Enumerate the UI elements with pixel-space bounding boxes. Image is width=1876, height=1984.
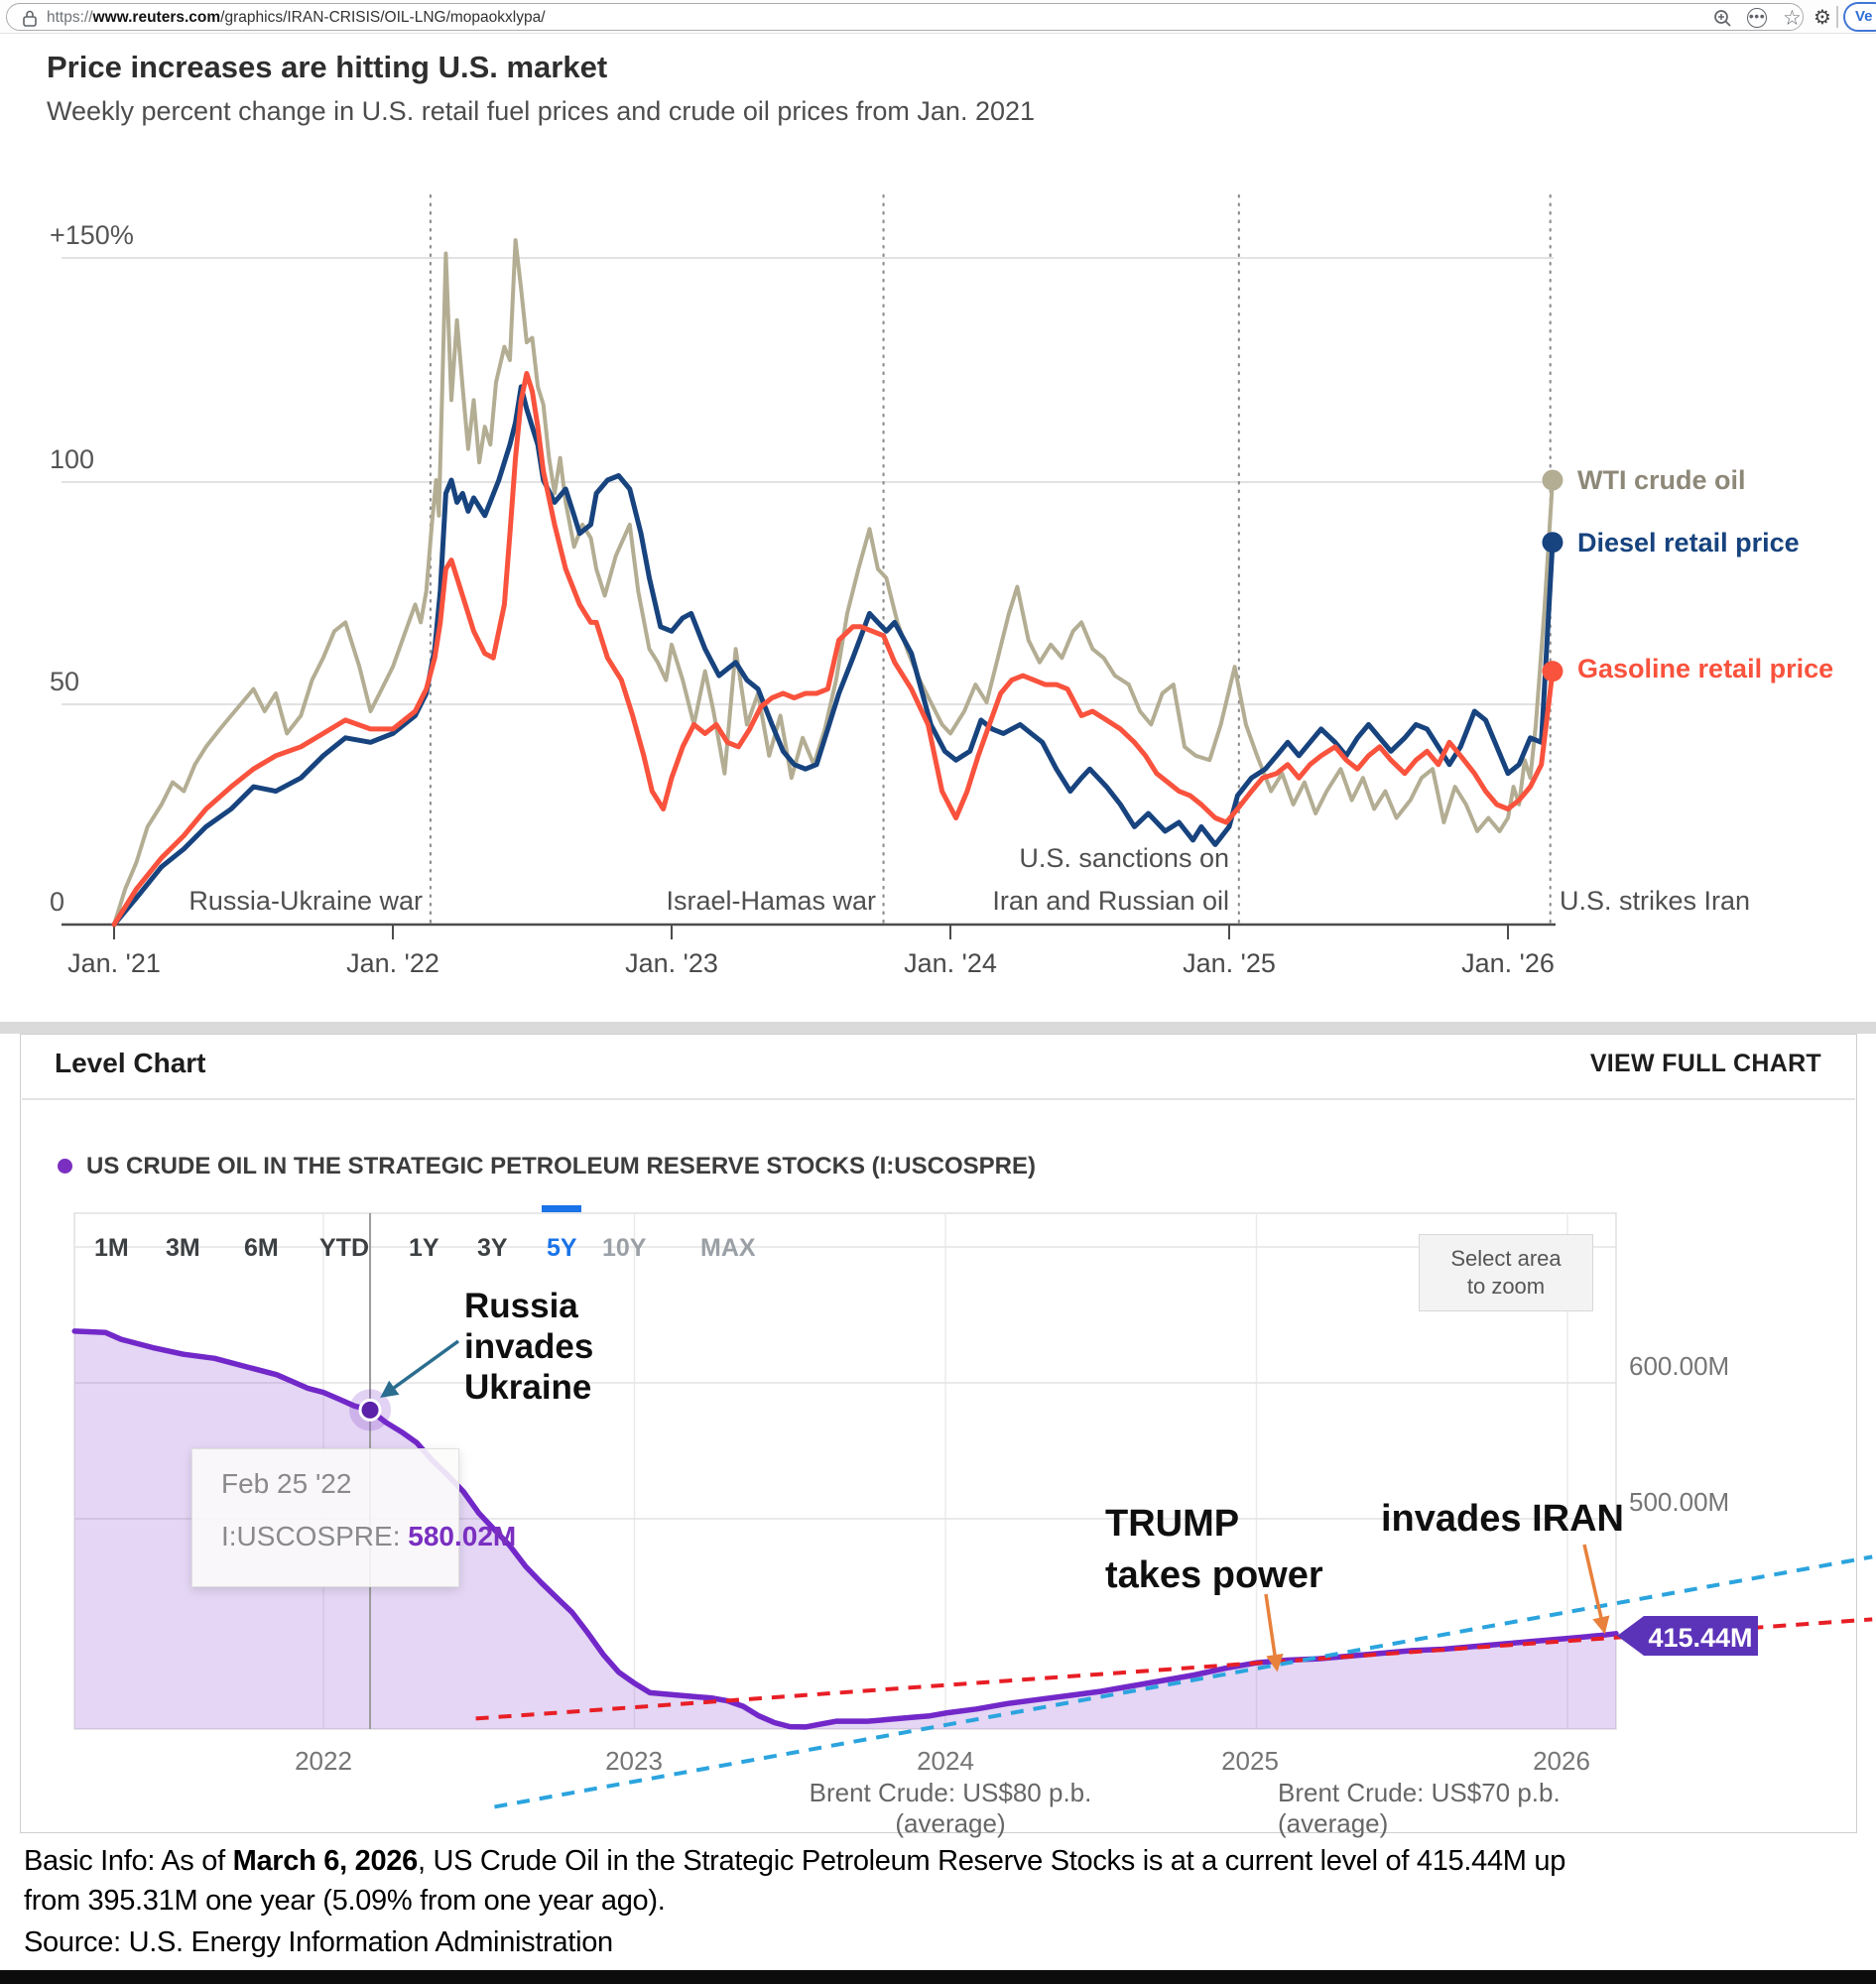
- annotation-russia-line2: invades: [464, 1327, 594, 1366]
- range-button-1y[interactable]: 1Y: [409, 1234, 439, 1262]
- chart-tooltip: Feb 25 '22 I:USCOSPRE: 580.02M: [191, 1448, 516, 1587]
- event-label-sanctions-line1: U.S. sanctions on: [1019, 843, 1229, 873]
- event-label-strikes-iran: U.S. strikes Iran: [1560, 886, 1751, 916]
- select-area-hint[interactable]: Select area to zoom: [1419, 1234, 1593, 1311]
- range-button-5y-active[interactable]: 5Y: [547, 1234, 577, 1262]
- url-domain: www.reuters.com: [92, 9, 221, 26]
- x-tick-jan23: Jan. '23: [625, 948, 718, 978]
- basic-info-prefix: Basic Info: As of: [24, 1845, 233, 1877]
- y-tick-150: +150%: [50, 220, 134, 250]
- section-divider-band: [0, 1022, 1876, 1034]
- annotation-trump-line1: TRUMP: [1105, 1503, 1240, 1545]
- url-text[interactable]: https://www.reuters.com/graphics/IRAN-CR…: [47, 9, 546, 27]
- page-subtitle: Weekly percent change in U.S. retail fue…: [47, 96, 1036, 126]
- y-tick-50: 50: [50, 667, 80, 696]
- legend-diesel: Diesel retail price: [1577, 528, 1800, 558]
- fuel-price-chart[interactable]: [62, 193, 1563, 939]
- x-tick-jan24: Jan. '24: [904, 948, 997, 978]
- range-button-1m[interactable]: 1M: [94, 1234, 129, 1262]
- source-line: Source: U.S. Energy Information Administ…: [24, 1926, 613, 1958]
- bottom-bar: [0, 1970, 1876, 1984]
- browser-toolbar: https://www.reuters.com/graphics/IRAN-CR…: [0, 0, 1876, 34]
- y-tick-0: 0: [50, 887, 65, 917]
- x-tick-jan25: Jan. '25: [1183, 948, 1276, 978]
- panel-divider: [22, 1098, 1855, 1100]
- range-button-max[interactable]: MAX: [700, 1234, 756, 1262]
- tooltip-date: Feb 25 '22: [221, 1468, 352, 1499]
- range-button-6m[interactable]: 6M: [244, 1234, 279, 1262]
- active-range-indicator: [542, 1205, 581, 1212]
- select-area-hint-line2: to zoom: [1466, 1274, 1546, 1299]
- event-label-sanctions-line2: Iran and Russian oil: [992, 886, 1229, 916]
- event-label-israel-hamas: Israel-Hamas war: [666, 886, 876, 916]
- legend-wti: WTI crude oil: [1577, 465, 1746, 495]
- annotation-russia-invades-ukraine: Russia invades Ukraine: [464, 1286, 593, 1408]
- url-path: /graphics/IRAN-CRISIS/OIL-LNG/mopaokxlyp…: [220, 9, 546, 26]
- y-axis-500m: 500.00M: [1629, 1487, 1730, 1517]
- range-button-3m[interactable]: 3M: [166, 1234, 200, 1262]
- bookmark-star-icon[interactable]: ☆: [1783, 7, 1802, 30]
- basic-info-date: March 6, 2026: [232, 1845, 419, 1877]
- x-axis-2023: 2023: [605, 1746, 663, 1776]
- url-scheme: https://: [47, 9, 93, 26]
- x-axis-2026: 2026: [1533, 1746, 1590, 1776]
- select-area-hint-line1: Select area: [1450, 1246, 1562, 1271]
- legend-gasoline: Gasoline retail price: [1577, 654, 1834, 683]
- annotation-invades-iran: invades IRAN: [1381, 1498, 1624, 1540]
- url-bar[interactable]: https://www.reuters.com/graphics/IRAN-CR…: [6, 3, 1804, 31]
- brent-note-2025-line2: (average): [1278, 1808, 1389, 1838]
- basic-info-line2: from 395.31M one year (5.09% from one ye…: [24, 1885, 666, 1917]
- brent-note-2025-line1: Brent Crude: US$70 p.b.: [1278, 1778, 1561, 1807]
- series-legend-label: US CRUDE OIL IN THE STRATEGIC PETROLEUM …: [86, 1153, 1036, 1179]
- range-button-3y[interactable]: 3Y: [477, 1234, 508, 1262]
- toolbar-separator: [1836, 6, 1838, 28]
- settings-gear-icon[interactable]: ⚙: [1813, 7, 1831, 29]
- tooltip-row: I:USCOSPRE: 580.02M: [221, 1521, 516, 1552]
- brent-note-2024-line1: Brent Crude: US$80 p.b.: [809, 1778, 1092, 1807]
- profile-button[interactable]: Ve: [1843, 2, 1876, 32]
- annotation-trump-line2: takes power: [1105, 1554, 1323, 1596]
- current-value-badge: 415.44M: [1648, 1623, 1753, 1653]
- x-axis-2022: 2022: [295, 1746, 352, 1776]
- brent-note-2024: Brent Crude: US$80 p.b. (average): [810, 1778, 1092, 1839]
- view-full-chart-link[interactable]: VIEW FULL CHART: [1589, 1050, 1821, 1077]
- range-button-10y[interactable]: 10Y: [602, 1234, 647, 1262]
- annotation-russia-line3: Ukraine: [464, 1368, 592, 1407]
- tooltip-series-label: I:USCOSPRE:: [221, 1521, 401, 1551]
- x-tick-jan21: Jan. '21: [67, 948, 161, 978]
- series-bullet-icon: [58, 1159, 72, 1174]
- x-axis-2024: 2024: [917, 1746, 974, 1776]
- x-tick-jan22: Jan. '22: [346, 948, 439, 978]
- basic-info-line1: Basic Info: As of March 6, 2026, US Crud…: [24, 1845, 1565, 1878]
- annotation-trump-takes-power: TRUMP takes power: [1105, 1498, 1323, 1601]
- x-axis-2025: 2025: [1221, 1746, 1279, 1776]
- tooltip-value: 580.02M: [408, 1521, 517, 1551]
- y-axis-600m: 600.00M: [1629, 1351, 1730, 1381]
- padlock-icon: [23, 10, 37, 27]
- more-options-icon[interactable]: •••: [1747, 8, 1767, 28]
- range-button-ytd[interactable]: YTD: [319, 1234, 369, 1262]
- y-tick-100: 100: [50, 444, 95, 474]
- annotation-russia-line1: Russia: [464, 1287, 578, 1325]
- basic-info-suffix: , US Crude Oil in the Strategic Petroleu…: [417, 1845, 1566, 1877]
- panel-title: Level Chart: [55, 1048, 206, 1078]
- brent-note-2024-line2: (average): [895, 1808, 1006, 1838]
- x-tick-jan26: Jan. '26: [1461, 948, 1555, 978]
- page-title: Price increases are hitting U.S. market: [47, 50, 608, 84]
- brent-note-2025: Brent Crude: US$70 p.b. (average): [1278, 1778, 1561, 1839]
- event-label-russia-ukraine: Russia-Ukraine war: [188, 886, 423, 916]
- zoom-icon[interactable]: [1713, 9, 1733, 29]
